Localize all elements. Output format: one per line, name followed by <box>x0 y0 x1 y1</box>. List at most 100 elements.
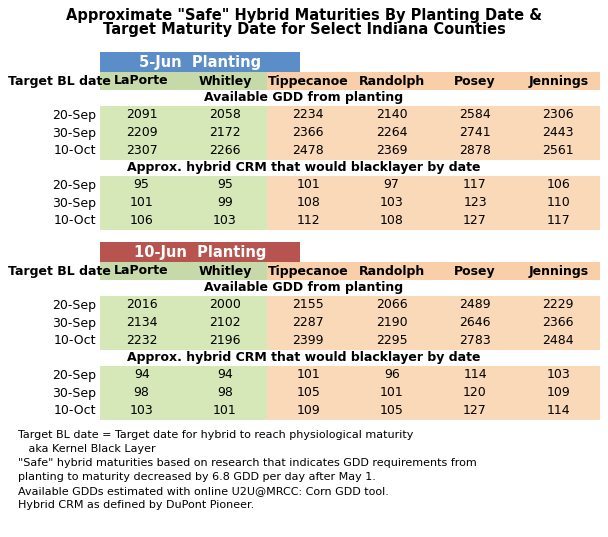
Text: 101: 101 <box>297 368 320 381</box>
Text: 20-Sep: 20-Sep <box>52 299 96 311</box>
Text: Hybrid CRM as defined by DuPont Pioneer.: Hybrid CRM as defined by DuPont Pioneer. <box>18 500 254 510</box>
Text: 2399: 2399 <box>292 335 324 347</box>
Bar <box>267 402 600 420</box>
Bar <box>267 194 600 212</box>
Text: Posey: Posey <box>454 75 496 88</box>
Text: Whitley: Whitley <box>198 75 252 88</box>
Bar <box>267 106 600 124</box>
Bar <box>100 314 267 332</box>
Text: 2134: 2134 <box>126 316 157 330</box>
Text: Tippecanoe: Tippecanoe <box>268 75 349 88</box>
Text: 127: 127 <box>463 404 487 417</box>
Text: 2155: 2155 <box>292 299 324 311</box>
Bar <box>100 366 267 384</box>
Text: LaPorte: LaPorte <box>114 265 169 278</box>
Bar <box>100 160 600 176</box>
Text: planting to maturity decreased by 6.8 GDD per day after May 1.: planting to maturity decreased by 6.8 GD… <box>18 472 376 482</box>
Text: Approximate "Safe" Hybrid Maturities By Planting Date &: Approximate "Safe" Hybrid Maturities By … <box>66 8 542 23</box>
Text: 101: 101 <box>130 197 154 209</box>
Text: 103: 103 <box>380 197 404 209</box>
Text: 10-Jun  Planting: 10-Jun Planting <box>134 244 266 259</box>
Text: Randolph: Randolph <box>359 75 425 88</box>
Bar <box>100 296 267 314</box>
Text: Tippecanoe: Tippecanoe <box>268 265 349 278</box>
Text: 2266: 2266 <box>209 144 241 157</box>
Text: 98: 98 <box>134 387 150 400</box>
Text: Randolph: Randolph <box>359 265 425 278</box>
Text: 95: 95 <box>134 178 150 192</box>
Text: 2140: 2140 <box>376 108 407 121</box>
Text: Target BL date: Target BL date <box>8 265 111 278</box>
Text: Jennings: Jennings <box>528 265 589 278</box>
Text: 2366: 2366 <box>542 316 574 330</box>
Text: 2307: 2307 <box>126 144 157 157</box>
Text: 2741: 2741 <box>459 127 491 140</box>
Text: 105: 105 <box>296 387 320 400</box>
Text: 99: 99 <box>217 197 233 209</box>
Text: 2016: 2016 <box>126 299 157 311</box>
Bar <box>100 212 267 230</box>
Text: 94: 94 <box>134 368 150 381</box>
Text: 2172: 2172 <box>209 127 241 140</box>
Text: 109: 109 <box>297 404 320 417</box>
Text: Posey: Posey <box>454 265 496 278</box>
Bar <box>267 314 600 332</box>
Text: 20-Sep: 20-Sep <box>52 368 96 381</box>
Text: 2000: 2000 <box>209 299 241 311</box>
Bar <box>100 176 267 194</box>
Text: 2058: 2058 <box>209 108 241 121</box>
Bar <box>267 366 600 384</box>
Bar <box>100 242 300 262</box>
Bar <box>100 52 300 72</box>
Text: 30-Sep: 30-Sep <box>52 387 96 400</box>
Text: 2489: 2489 <box>459 299 491 311</box>
Text: 103: 103 <box>547 368 570 381</box>
Text: 117: 117 <box>463 178 487 192</box>
Text: 120: 120 <box>463 387 487 400</box>
Text: 101: 101 <box>297 178 320 192</box>
Text: 109: 109 <box>547 387 570 400</box>
Text: 101: 101 <box>213 404 237 417</box>
Text: 2878: 2878 <box>459 144 491 157</box>
Text: 105: 105 <box>380 404 404 417</box>
Bar <box>100 262 267 280</box>
Bar <box>100 350 600 366</box>
Text: 96: 96 <box>384 368 399 381</box>
Text: 114: 114 <box>463 368 487 381</box>
Bar <box>267 296 600 314</box>
Text: Target BL date = Target date for hybrid to reach physiological maturity: Target BL date = Target date for hybrid … <box>18 430 413 440</box>
Bar <box>100 90 600 106</box>
Text: 2561: 2561 <box>542 144 574 157</box>
Text: 106: 106 <box>130 214 154 228</box>
Text: 2102: 2102 <box>209 316 241 330</box>
Text: 2196: 2196 <box>209 335 241 347</box>
Bar <box>100 384 267 402</box>
Text: 2264: 2264 <box>376 127 407 140</box>
Text: 2066: 2066 <box>376 299 407 311</box>
Text: 112: 112 <box>297 214 320 228</box>
Bar <box>267 332 600 350</box>
Text: 10-Oct: 10-Oct <box>54 144 96 157</box>
Bar <box>100 106 267 124</box>
Text: 2190: 2190 <box>376 316 407 330</box>
Text: 103: 103 <box>130 404 154 417</box>
Text: 98: 98 <box>217 387 233 400</box>
Text: 2443: 2443 <box>542 127 574 140</box>
Text: Available GDD from planting: Available GDD from planting <box>204 281 404 294</box>
Bar <box>267 72 600 90</box>
Text: 10-Oct: 10-Oct <box>54 335 96 347</box>
Text: 94: 94 <box>217 368 233 381</box>
Bar <box>100 402 267 420</box>
Text: 108: 108 <box>296 197 320 209</box>
Text: 2369: 2369 <box>376 144 407 157</box>
Text: 2295: 2295 <box>376 335 407 347</box>
Text: 30-Sep: 30-Sep <box>52 197 96 209</box>
Text: "Safe" hybrid maturities based on research that indicates GDD requirements from: "Safe" hybrid maturities based on resear… <box>18 458 477 468</box>
Text: 2783: 2783 <box>459 335 491 347</box>
Text: 97: 97 <box>384 178 399 192</box>
Bar <box>267 262 600 280</box>
Text: 127: 127 <box>463 214 487 228</box>
Text: 2584: 2584 <box>459 108 491 121</box>
Bar <box>267 384 600 402</box>
Text: 103: 103 <box>213 214 237 228</box>
